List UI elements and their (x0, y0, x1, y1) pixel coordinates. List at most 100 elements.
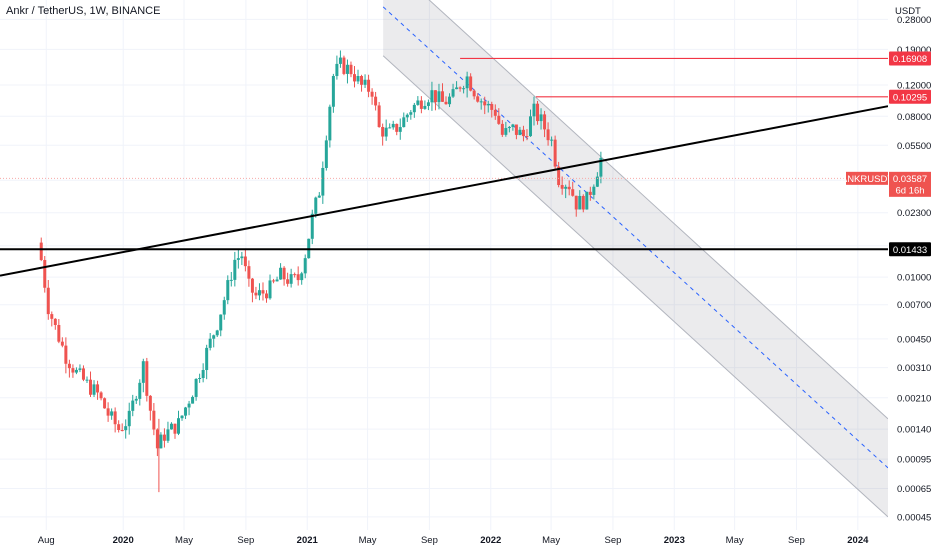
candle-body (247, 266, 251, 279)
candle-body (557, 166, 561, 186)
level-price-tag: 0.16908 (893, 54, 927, 65)
candle-body (89, 379, 93, 395)
price-tick-label: 0.00140 (897, 425, 931, 436)
descending-channel[interactable] (382, 0, 889, 518)
candle-body (85, 379, 89, 381)
candle-body (208, 338, 212, 348)
candle-body (472, 90, 476, 97)
time-tick-label: Sep (237, 535, 254, 546)
candle-body (500, 123, 504, 135)
candle-body (81, 368, 85, 380)
candle-body (50, 314, 54, 319)
candle-body (310, 213, 314, 239)
candle-body (536, 103, 540, 122)
candle-body (233, 259, 237, 280)
candle-body (469, 76, 473, 91)
candle-body (476, 96, 480, 102)
candle-body (240, 256, 244, 259)
trendline[interactable] (0, 105, 889, 277)
candle-body (335, 63, 339, 76)
support-price-tag: 0.01433 (893, 245, 927, 256)
candle-body (124, 426, 128, 431)
candle-body (155, 429, 159, 449)
candle-body (356, 76, 360, 82)
candle-body (286, 279, 290, 284)
candle-body (528, 116, 532, 137)
candle-body (187, 403, 191, 408)
candle-body (490, 104, 494, 110)
candle-body (282, 267, 286, 280)
candle-body (184, 407, 188, 416)
candle-body (194, 378, 198, 397)
last-price-tag: 0.03587 (893, 174, 927, 185)
candle-body (141, 361, 145, 383)
candle-body (405, 114, 409, 118)
candle-body (205, 347, 209, 371)
candle-body (419, 100, 423, 109)
price-tick-label: 0.02300 (897, 208, 931, 219)
candle-body (324, 140, 328, 168)
candle-body (588, 191, 592, 195)
candle-body (437, 91, 441, 103)
candle-body (412, 104, 416, 113)
candle-body (592, 186, 596, 195)
candle-body (395, 123, 399, 132)
candle-body (243, 256, 247, 267)
candle-body (296, 274, 300, 281)
channel-upper-line (428, 0, 889, 420)
candle-body (458, 87, 462, 89)
candle-body (134, 398, 138, 401)
candle-body (159, 434, 163, 449)
candle-body (574, 195, 578, 210)
candle-body (117, 424, 121, 430)
candle-body (57, 325, 61, 342)
candle-body (479, 101, 483, 103)
candle-body (254, 292, 258, 296)
candle-body (448, 96, 452, 105)
candle-body (451, 89, 455, 97)
candle-body (219, 314, 223, 331)
candle-body (92, 384, 96, 395)
candle-body (96, 384, 100, 393)
time-tick-label: May (542, 535, 560, 546)
candle-body (374, 96, 378, 106)
time-axis-background (0, 530, 932, 550)
candle-body (106, 408, 110, 416)
candle-body (177, 418, 181, 434)
price-tick-label: 0.00045 (897, 512, 931, 523)
candle-body (110, 411, 114, 416)
candle-body (539, 114, 543, 122)
candle-body (64, 345, 68, 364)
candle-body (367, 79, 371, 92)
candle-body (229, 279, 233, 281)
candle-body (300, 273, 304, 281)
time-tick-label: 2020 (113, 535, 134, 546)
time-axis[interactable]: Aug 2020 May Sep 2021 May Sep 2022 May Sep 2023 May… (0, 530, 932, 550)
price-tick-label: 0.12000 (897, 80, 931, 91)
candle-body (222, 300, 226, 315)
candle-body (388, 127, 392, 129)
candle-body (342, 57, 346, 74)
candle-body (43, 260, 47, 288)
candle-body (46, 287, 50, 315)
candle-body (317, 195, 321, 198)
candle-body (152, 410, 156, 430)
price-tick-label: 0.28000 (897, 15, 931, 26)
candle-body (553, 139, 557, 167)
chart-title: Ankr / TetherUS, 1W, BINANCE (6, 5, 161, 17)
candle-body (250, 278, 254, 293)
candle-body (349, 64, 353, 75)
horizontal-levels[interactable] (0, 57, 888, 251)
time-tick-label: Sep (788, 535, 805, 546)
price-axis-unit: USDT (895, 6, 921, 17)
candle-body (173, 423, 177, 434)
channel-lower-line (382, 55, 889, 518)
candle-body (440, 91, 444, 102)
price-tick-label: 0.00700 (897, 300, 931, 311)
candle-body (289, 274, 293, 284)
candle-body (465, 76, 469, 89)
candle-body (585, 191, 589, 210)
